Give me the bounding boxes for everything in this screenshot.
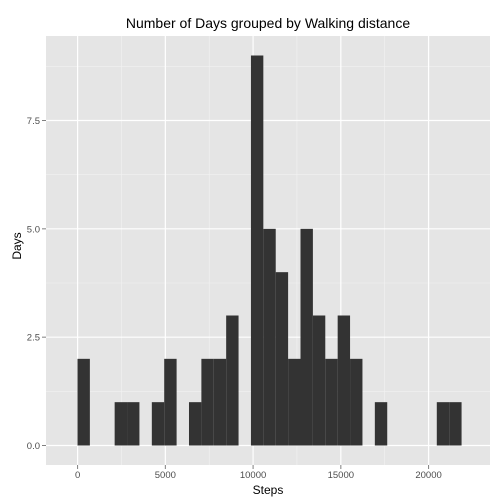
histogram-bar [164,358,177,446]
histogram-bar [300,228,313,446]
histogram-bar [374,402,388,446]
histogram-bars [77,55,462,446]
y-tick-label: 7.5 [27,116,40,127]
x-tick-label: 0 [75,470,80,481]
histogram-bar [127,402,140,446]
x-axis: 0 5000 10000 15000 20000 [75,465,442,481]
histogram-bar [288,358,301,446]
x-axis-label: Steps [253,483,284,497]
x-tick-label: 20000 [415,470,441,481]
histogram-bar [250,55,264,446]
x-tick-label: 10000 [240,470,266,481]
histogram-bar [151,402,165,446]
histogram-bar [201,358,214,446]
histogram-bar [213,358,227,446]
y-tick-label: 2.5 [27,333,40,344]
y-tick-label: 5.0 [27,224,40,235]
histogram-bar [350,358,363,446]
histogram-bar [436,402,450,446]
x-tick-label: 5000 [155,470,176,481]
histogram-bar [325,358,338,446]
histogram-bar [114,402,128,446]
histogram-bar [263,228,276,446]
y-tick-label: 0.0 [27,441,40,452]
histogram-bar [188,402,202,446]
x-tick-label: 15000 [328,470,354,481]
y-axis-label: Days [10,232,24,259]
chart-title: Number of Days grouped by Walking distan… [126,15,411,31]
histogram-bar [77,358,90,446]
histogram-bar [275,272,289,446]
y-axis: 0.0 2.5 5.0 7.5 [27,116,46,452]
histogram-bar [337,315,351,446]
histogram-bar [312,315,326,446]
histogram-bar [449,402,462,446]
histogram-bar [226,315,239,446]
